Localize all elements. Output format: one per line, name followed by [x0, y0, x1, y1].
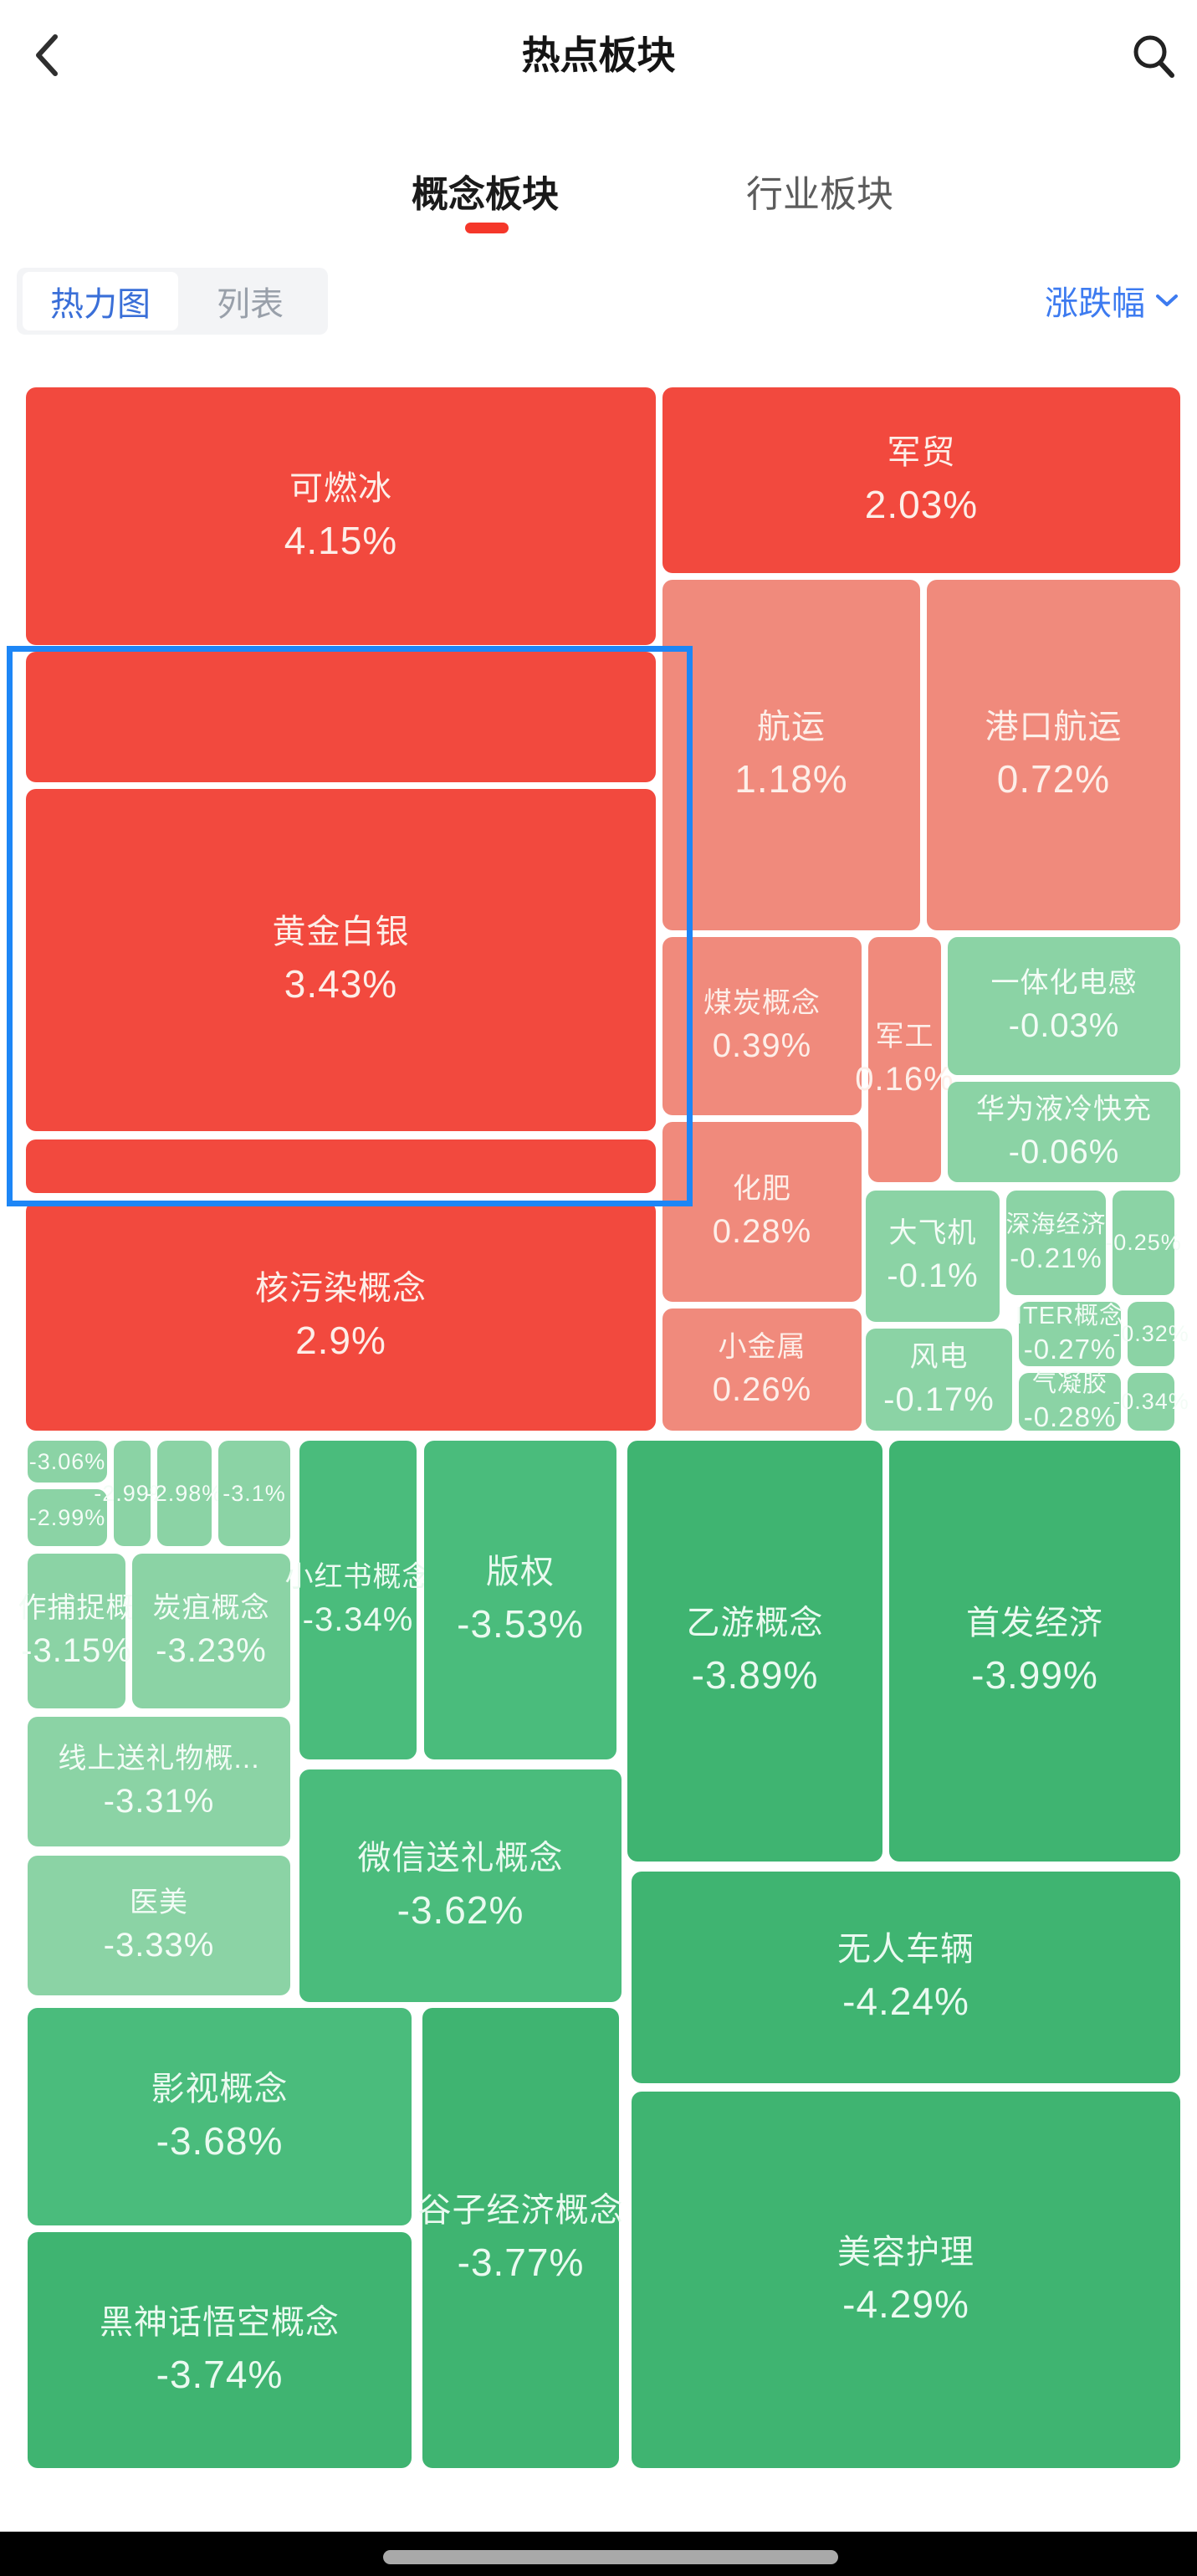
- treemap-block[interactable]: 小金属 0.26%: [662, 1308, 862, 1431]
- tab-industry-sectors[interactable]: 行业板块: [746, 174, 893, 215]
- tab-concept-sectors[interactable]: 概念板块: [412, 174, 559, 215]
- search-button[interactable]: [1128, 30, 1179, 80]
- treemap-block[interactable]: 军工 0.16%: [855, 937, 954, 1182]
- treemap-block[interactable]: 美容护理 -4.29%: [632, 2092, 1180, 2468]
- treemap-block[interactable]: 炭疽概念 -3.23%: [132, 1554, 290, 1708]
- treemap-block[interactable]: 作捕捉概 -3.15%: [18, 1554, 135, 1708]
- treemap-block[interactable]: -2.99%: [94, 1441, 170, 1546]
- treemap-block[interactable]: -2.99%: [28, 1489, 107, 1546]
- treemap-block[interactable]: 黄金白银 3.43%: [26, 789, 656, 1131]
- treemap-block[interactable]: 版权 -3.53%: [424, 1441, 616, 1759]
- treemap-block[interactable]: 港口航运 0.72%: [927, 580, 1180, 930]
- chevron-down-icon: [1156, 294, 1178, 306]
- treemap-block[interactable]: 华为液冷快充 -0.06%: [948, 1082, 1180, 1182]
- page-title: 热点板块: [521, 33, 676, 77]
- treemap-block[interactable]: 大飞机 -0.1%: [866, 1191, 1000, 1322]
- treemap-block[interactable]: 军贸 2.03%: [662, 387, 1180, 573]
- back-chevron-icon: [36, 34, 58, 76]
- treemap-block[interactable]: 乙游概念 -3.89%: [627, 1441, 882, 1862]
- treemap-block[interactable]: 首发经济 -3.99%: [889, 1441, 1180, 1862]
- treemap-block[interactable]: 化肥 0.28%: [662, 1122, 862, 1302]
- treemap-block[interactable]: -0.25%: [1105, 1191, 1181, 1295]
- treemap-block[interactable]: 深海经济 -0.21%: [1006, 1191, 1106, 1295]
- treemap-block[interactable]: 煤炭概念 0.39%: [662, 937, 862, 1115]
- treemap-block[interactable]: -3.1%: [218, 1441, 290, 1546]
- treemap-block[interactable]: 微信送礼概念 -3.62%: [299, 1769, 622, 2002]
- treemap-block[interactable]: 无人车辆 -4.24%: [632, 1872, 1180, 2083]
- treemap-block[interactable]: 风电 -0.17%: [866, 1329, 1012, 1431]
- treemap-block[interactable]: 谷子经济概念 -3.77%: [418, 2008, 623, 2468]
- treemap-block[interactable]: -0.34%: [1113, 1373, 1189, 1431]
- toggle-heatmap[interactable]: 热力图: [23, 272, 178, 330]
- treemap-block[interactable]: -0.32%: [1113, 1302, 1189, 1366]
- treemap-block[interactable]: 线上送礼物概... -3.31%: [28, 1717, 290, 1846]
- home-indicator[interactable]: [383, 2550, 838, 2564]
- treemap-block[interactable]: 黑神话悟空概念 -3.74%: [28, 2232, 412, 2468]
- treemap-block[interactable]: 核污染概念 2.9%: [26, 1201, 656, 1431]
- active-tab-indicator: [465, 223, 509, 233]
- bottom-bar: [0, 2532, 1197, 2576]
- sort-dropdown[interactable]: 涨跌幅: [1045, 276, 1179, 325]
- treemap-block[interactable]: ITER概念 -0.27%: [1015, 1302, 1125, 1366]
- treemap-block[interactable]: [26, 1139, 656, 1193]
- treemap-block[interactable]: 航运 1.18%: [662, 580, 920, 930]
- treemap-block[interactable]: 小红书概念 -3.34%: [285, 1441, 431, 1759]
- view-mode-toggle: 热力图 列表: [17, 268, 328, 335]
- treemap-block[interactable]: 医美 -3.33%: [28, 1856, 290, 1995]
- search-icon: [1133, 35, 1174, 78]
- treemap-block[interactable]: [26, 652, 656, 782]
- treemap-block[interactable]: -2.98%: [146, 1441, 222, 1546]
- treemap-block[interactable]: 影视概念 -3.68%: [28, 2008, 412, 2225]
- treemap-block[interactable]: 气凝胶 -0.28%: [1019, 1370, 1121, 1432]
- back-button[interactable]: [28, 30, 65, 80]
- treemap-block[interactable]: 可燃冰 4.15%: [26, 387, 656, 645]
- treemap-block[interactable]: 一体化电感 -0.03%: [948, 937, 1180, 1075]
- sort-label: 涨跌幅: [1045, 285, 1145, 322]
- toggle-list[interactable]: 列表: [217, 286, 284, 323]
- treemap-block[interactable]: -3.06%: [28, 1441, 107, 1483]
